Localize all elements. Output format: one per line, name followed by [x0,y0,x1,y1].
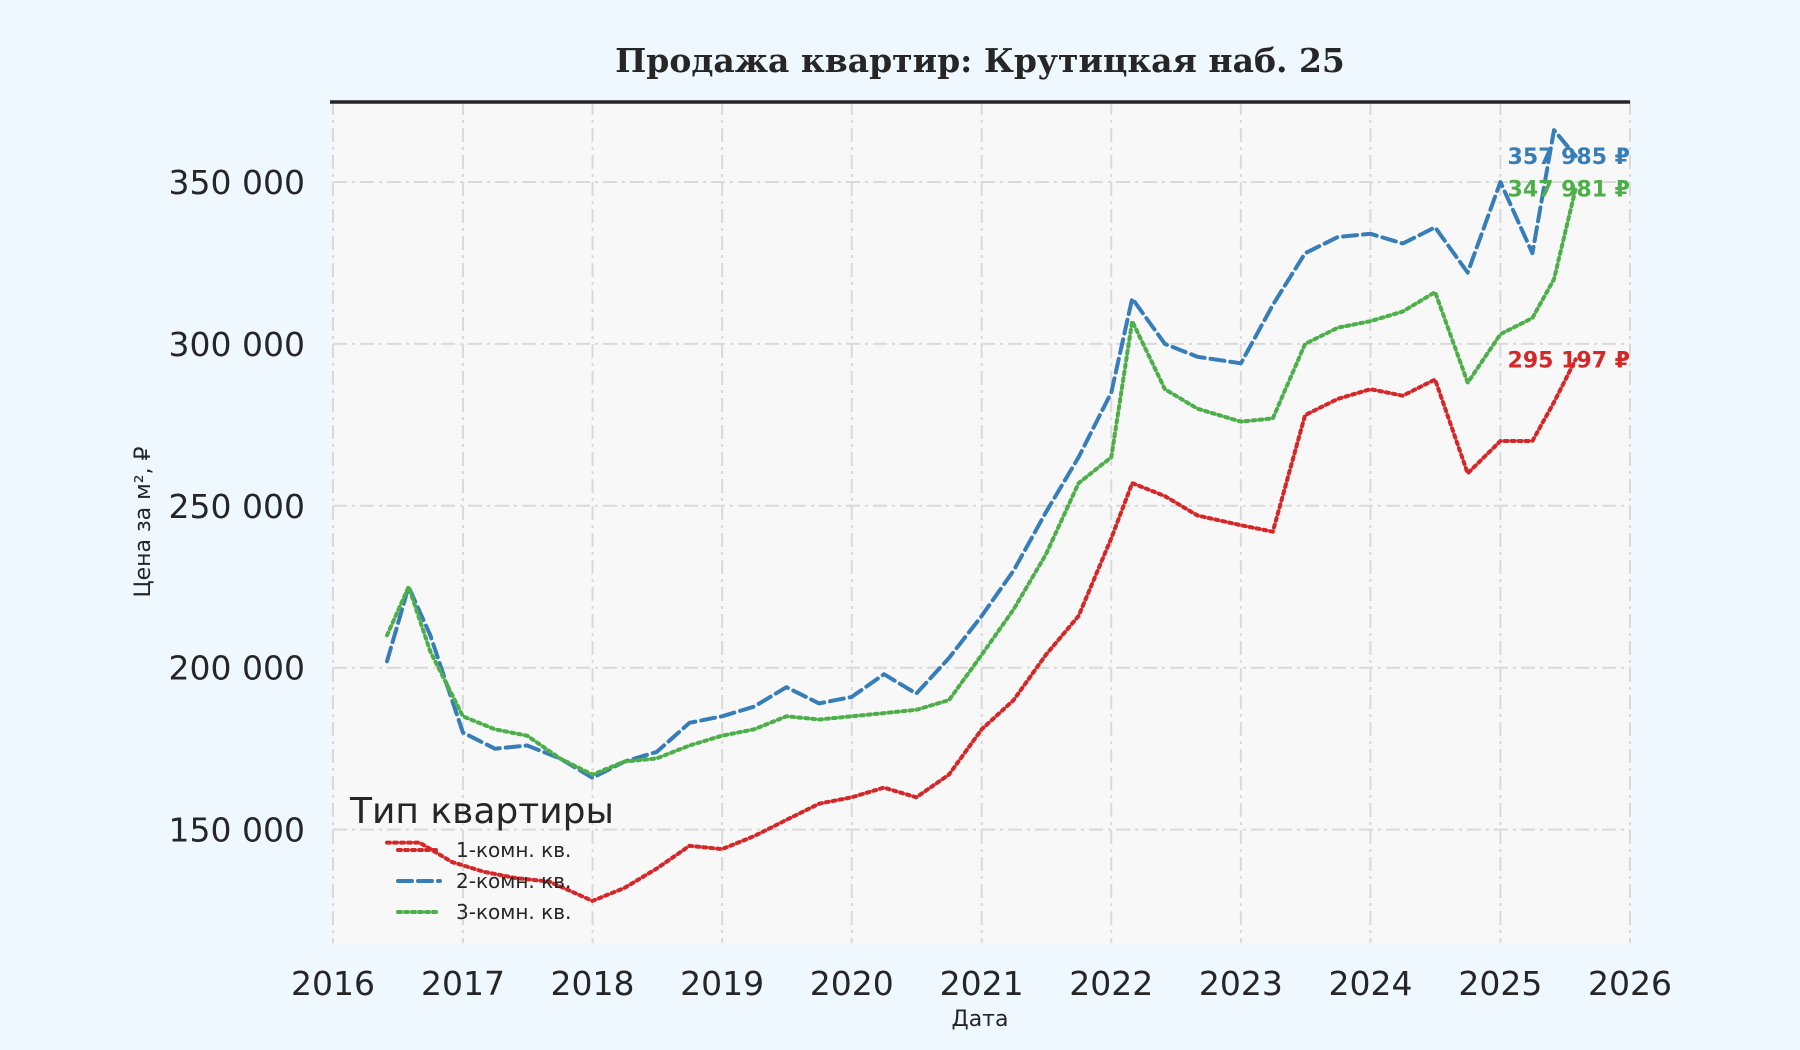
series-line-3 [385,186,1578,777]
x-axis-label: Дата [952,1007,1009,1032]
x-tick-label: 2017 [421,964,505,1003]
series-line-1 [385,357,1578,903]
x-tick-label: 2026 [1588,964,1672,1003]
y-axis-ticks: 150 000 200 000 250 000 300 000 350 000 [169,163,305,850]
end-value-label: 347 981 ₽ [1508,177,1630,202]
x-tick-label: 2024 [1328,964,1412,1003]
y-axis-label: Цена за м², ₽ [131,446,156,597]
y-tick-label: 350 000 [169,163,305,202]
x-tick-label: 2020 [810,964,894,1003]
end-labels: 295 197 ₽ 357 985 ₽ 347 981 ₽ [1508,145,1630,373]
x-tick-label: 2023 [1199,964,1283,1003]
legend-item-label: 3-комн. кв. [456,900,571,924]
x-tick-label: 2018 [551,964,635,1003]
x-tick-label: 2022 [1069,964,1153,1003]
x-tick-label: 2021 [940,964,1024,1003]
x-axis-ticks: 2016 2017 2018 2019 2020 2021 2022 2023 2024 2025… [291,964,1672,1003]
y-tick-label: 250 000 [169,487,305,526]
legend-item-label: 1-комн. кв. [456,838,571,862]
y-tick-label: 200 000 [169,649,305,688]
x-tick-label: 2019 [680,964,764,1003]
x-tick-label: 2025 [1458,964,1542,1003]
chart-title: Продажа квартир: Крутицкая наб. 25 [615,41,1345,80]
y-tick-label: 150 000 [169,811,305,850]
legend-title: Тип квартиры [349,791,614,832]
y-tick-label: 300 000 [169,325,305,364]
end-value-label: 357 985 ₽ [1508,145,1630,170]
series-lines [385,128,1578,903]
legend-item-label: 2-комн. кв. [456,869,571,893]
grid [332,101,1631,943]
legend-items: 1-комн. кв. 2-комн. кв. 3-комн. кв. [396,838,571,924]
end-value-label: 295 197 ₽ [1508,348,1630,373]
legend: Тип квартиры 1-комн. кв. 2-комн. кв. 3-ком… [349,791,614,924]
x-tick-label: 2016 [291,964,375,1003]
